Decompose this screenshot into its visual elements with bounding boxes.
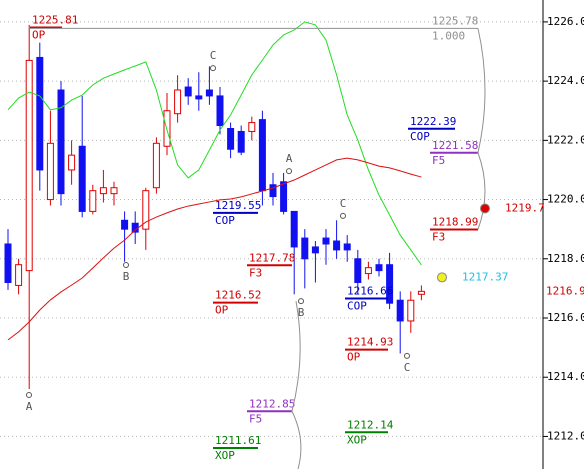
- wave-label: C: [404, 361, 411, 374]
- level-label: F3: [249, 266, 262, 279]
- level-value: 1214.93: [347, 336, 393, 349]
- level-label: COP: [347, 299, 367, 312]
- level-label: F5: [432, 154, 445, 167]
- candle-body: [227, 128, 235, 150]
- wave-point: [210, 65, 216, 72]
- candle-body: [46, 142, 54, 201]
- moving-average: [7, 157, 422, 341]
- moving-average: [7, 21, 422, 266]
- candle-body: [407, 299, 415, 322]
- wave-label: B: [298, 306, 305, 319]
- candle-body: [386, 264, 394, 304]
- level-value: 1216.52: [215, 289, 261, 302]
- candle-body: [174, 89, 182, 115]
- price-label: 1219.7: [505, 201, 545, 214]
- level-value: 1219.55: [215, 199, 261, 212]
- wave-point: [26, 391, 32, 398]
- candle-body: [152, 142, 160, 189]
- bracket: [291, 301, 302, 469]
- price-dot: [480, 203, 490, 214]
- wave-point: [298, 298, 304, 305]
- level-value: 1211.61: [215, 434, 261, 447]
- candle-body: [99, 187, 107, 195]
- level-label: OP: [215, 304, 229, 317]
- level-label: COP: [410, 130, 430, 143]
- wave-label: A: [26, 400, 33, 413]
- level-value: 1221.58: [432, 139, 478, 152]
- candle-body: [36, 56, 44, 171]
- candle-body: [248, 122, 256, 132]
- wave-point: [340, 212, 346, 219]
- candle-body: [205, 89, 213, 97]
- wave-label: B: [123, 270, 130, 283]
- level-label: OP: [32, 29, 46, 42]
- candle-body: [301, 237, 309, 260]
- wave-label: C: [210, 49, 217, 62]
- level-label: 1.000: [432, 29, 465, 42]
- level-value: 1216.66: [347, 284, 393, 297]
- level-label: F5: [249, 412, 262, 425]
- y-tick-label: 1222.0: [547, 133, 584, 146]
- level-label: F3: [432, 230, 445, 243]
- wave-point: [123, 261, 129, 268]
- level-value: 1222.39: [410, 115, 456, 128]
- candle-body: [15, 264, 23, 286]
- candle-body: [354, 258, 362, 283]
- candle-body: [216, 95, 224, 127]
- candle-body: [364, 267, 372, 275]
- candle-body: [121, 219, 129, 230]
- candle-body: [258, 119, 266, 192]
- level-value: 1225.78: [432, 14, 478, 27]
- level-value: 1217.78: [249, 251, 295, 264]
- level-value: 1212.85: [249, 397, 295, 410]
- y-tick-label: 1214.0: [547, 370, 584, 383]
- candle-body: [375, 264, 383, 272]
- bracket: [477, 28, 486, 230]
- level-label: XOP: [215, 449, 235, 462]
- candle-body: [311, 246, 319, 254]
- candle-body: [269, 184, 277, 198]
- wave-point: [404, 352, 410, 359]
- level-label: OP: [347, 351, 361, 364]
- candle-body: [110, 187, 118, 195]
- y-tick-label: 1226.0: [547, 15, 584, 28]
- level-value: 1218.99: [432, 215, 478, 228]
- candle-body: [333, 240, 341, 251]
- y-tick-label: 1218.0: [547, 252, 584, 265]
- wave-label: A: [286, 152, 293, 165]
- candle-body: [57, 89, 65, 195]
- price-dot: [437, 272, 447, 283]
- y-tick-label: 1224.0: [547, 74, 584, 87]
- candle-body: [78, 145, 86, 212]
- candle-body: [417, 290, 425, 295]
- wave-label: C: [340, 197, 347, 210]
- candle-body: [322, 237, 330, 245]
- wave-point: [286, 168, 292, 175]
- price-label: 1216.9: [546, 284, 584, 297]
- level-label: COP: [215, 214, 235, 227]
- candle-body: [195, 95, 203, 100]
- level-value: 1212.14: [347, 418, 394, 431]
- candle-body: [25, 59, 33, 272]
- candle-body: [280, 181, 288, 212]
- candle-body: [237, 130, 245, 153]
- level-label: XOP: [347, 433, 367, 446]
- candle-body: [290, 210, 298, 248]
- level-value: 1225.81: [32, 14, 78, 27]
- y-tick-label: 1212.0: [547, 429, 584, 442]
- candle-body: [131, 222, 139, 233]
- candle-body: [142, 190, 150, 230]
- candle-body: [343, 243, 351, 251]
- y-tick-label: 1220.0: [547, 193, 584, 206]
- candle-body: [396, 299, 404, 322]
- candle-body: [89, 190, 97, 212]
- candle-body: [4, 243, 12, 283]
- candle-body: [68, 154, 76, 171]
- y-tick-label: 1216.0: [547, 311, 584, 324]
- price-label: 1217.37: [462, 270, 508, 283]
- candle-body: [184, 86, 192, 97]
